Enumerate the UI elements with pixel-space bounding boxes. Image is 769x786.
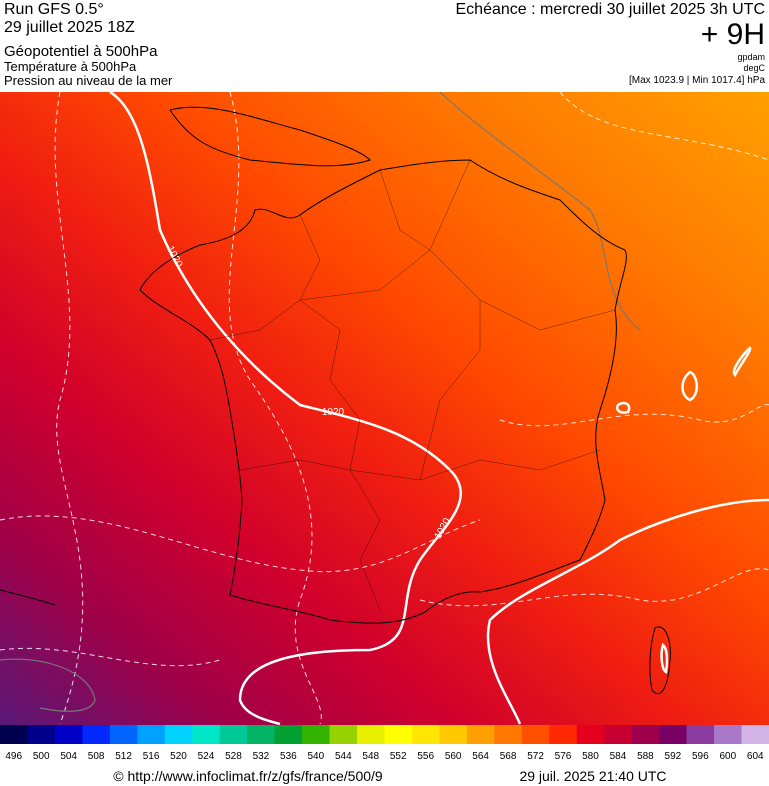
isobar-label: 1020 (322, 407, 345, 418)
scale-swatch (82, 725, 111, 744)
field-background (0, 92, 769, 725)
scale-label: 572 (527, 751, 544, 762)
scale-label: 600 (719, 751, 736, 762)
scale-swatch (411, 725, 440, 744)
scale-label: 552 (390, 751, 407, 762)
scale-swatch (466, 725, 495, 744)
scale-swatch (439, 725, 468, 744)
scale-label: 520 (170, 751, 187, 762)
scale-swatch (137, 725, 166, 744)
scale-swatch (302, 725, 331, 744)
scale-label: 560 (445, 751, 462, 762)
scale-swatch (54, 725, 83, 744)
pressure-range: [Max 1023.9 | Min 1017.4] hPa (629, 75, 765, 86)
scale-label: 548 (362, 751, 379, 762)
unit: degC (743, 63, 765, 73)
scale-label: 540 (307, 751, 324, 762)
scale-label: 528 (225, 751, 242, 762)
scale-swatch (27, 725, 56, 744)
scale-label: 568 (500, 751, 517, 762)
departments (209, 159, 616, 611)
field-label: Température à 500hPa (4, 59, 137, 74)
isobars (109, 90, 769, 726)
scale-swatch (549, 725, 578, 744)
scale-swatch (741, 725, 769, 744)
scale-swatch (494, 725, 523, 744)
scale-label: 516 (143, 751, 160, 762)
scale-label: 504 (60, 751, 77, 762)
scale-swatch (576, 725, 605, 744)
run-date: 29 juillet 2025 18Z (4, 19, 135, 36)
color-scale: 496 500 504 508 512 516 520 524 528 532 536 540 544 5… (0, 725, 769, 762)
scale-label: 496 (5, 751, 22, 762)
scale-label: 556 (417, 751, 434, 762)
scale-swatch (164, 725, 193, 744)
scale-swatch (521, 725, 550, 744)
isobars-minor (0, 91, 641, 712)
run-label: Run GFS 0.5° (4, 1, 104, 18)
scale-swatch (219, 725, 248, 744)
scale-label: 512 (115, 751, 132, 762)
scale-swatch (109, 725, 138, 744)
source-url: © http://www.infoclimat.fr/z/gfs/france/… (113, 768, 383, 784)
scale-label: 508 (88, 751, 105, 762)
scale-swatch (384, 725, 413, 744)
scale-label: 584 (610, 751, 627, 762)
timestamp: 29 juil. 2025 21:40 UTC (519, 768, 666, 784)
scale-label: 588 (637, 751, 654, 762)
scale-swatch (631, 725, 660, 744)
scale-swatch (329, 725, 358, 744)
scale-swatch (686, 725, 715, 744)
scale-label: 500 (33, 751, 50, 762)
field-label: Pression au niveau de la mer (4, 73, 173, 88)
scale-swatch (604, 725, 633, 744)
scale-swatch (274, 725, 303, 744)
scale-label: 580 (582, 751, 599, 762)
lead-time: + 9H (701, 18, 765, 51)
scale-swatch (659, 725, 688, 744)
scale-label: 604 (747, 751, 764, 762)
scale-label: 592 (665, 751, 682, 762)
scale-swatch (192, 725, 221, 744)
scale-swatch (247, 725, 276, 744)
scale-label: 536 (280, 751, 297, 762)
scale-swatch (714, 725, 743, 744)
scale-swatch (0, 725, 28, 744)
unit: gpdam (737, 52, 765, 62)
scale-label: 532 (253, 751, 270, 762)
field-label: Géopotentiel à 500hPa (4, 43, 158, 60)
scale-label: 596 (692, 751, 709, 762)
scale-label: 576 (555, 751, 572, 762)
scale-swatch (357, 725, 385, 744)
scale-label: 564 (472, 751, 489, 762)
scale-label: 524 (198, 751, 215, 762)
forecast-time: Echéance : mercredi 30 juillet 2025 3h U… (456, 1, 766, 18)
map: 1020 1020 1020 (0, 90, 769, 726)
isotherms (0, 91, 769, 725)
coastlines (0, 106, 671, 695)
scale-label: 544 (335, 751, 352, 762)
